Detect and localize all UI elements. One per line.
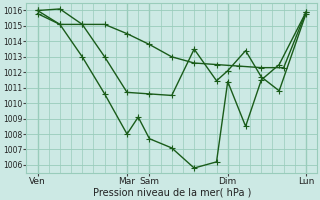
X-axis label: Pression niveau de la mer( hPa ): Pression niveau de la mer( hPa ) [92,187,251,197]
